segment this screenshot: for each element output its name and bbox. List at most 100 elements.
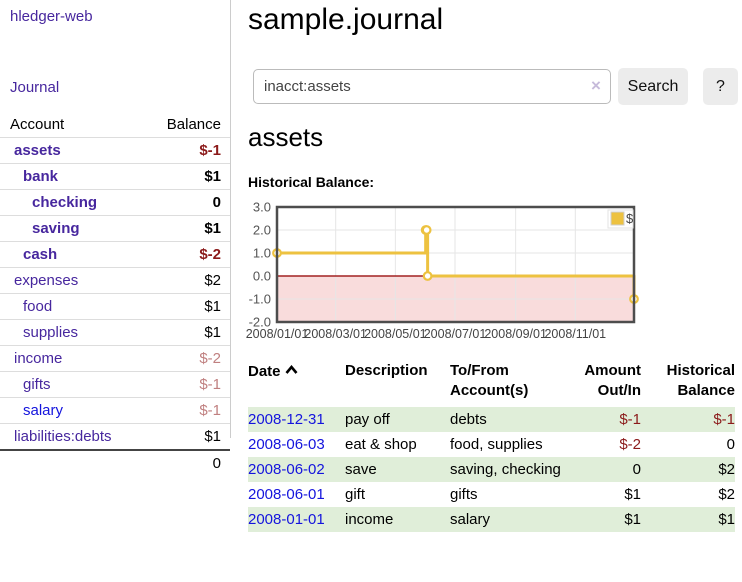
sort-ascending-icon — [285, 361, 298, 381]
account-balance: $1 — [146, 215, 230, 242]
col-amount: Amount Out/In — [584, 362, 641, 399]
account-link[interactable]: saving — [32, 220, 80, 237]
historical-balance-chart: $3.0 2.0 1.0 0.0 -1.0 -2.0 2008/01/01 2008/03/0… — [240, 198, 742, 350]
account-row: bank $1 — [0, 163, 230, 190]
transaction-balance: $2 — [718, 486, 735, 503]
account-balance: 0 — [146, 189, 230, 216]
account-link[interactable]: liabilities:debts — [14, 428, 112, 445]
page-title: sample.journal — [248, 3, 444, 36]
account-balance: $1 — [146, 163, 230, 190]
svg-text:2008/07/01: 2008/07/01 — [424, 327, 487, 341]
svg-text:$: $ — [626, 211, 634, 226]
account-link[interactable]: salary — [23, 402, 64, 419]
transaction-date-link[interactable]: 2008-12-31 — [248, 411, 325, 428]
account-balance: $-1 — [146, 397, 230, 424]
account-balance: $1 — [146, 423, 230, 450]
account-link[interactable]: assets — [14, 142, 61, 159]
accounts-header-account: Account — [10, 116, 65, 133]
account-balance: $2 — [146, 267, 230, 294]
transaction-accounts: debts — [450, 407, 565, 432]
sidebar-item-journal[interactable]: Journal — [10, 79, 60, 96]
transaction-amount: $-1 — [565, 407, 641, 432]
svg-text:-1.0: -1.0 — [249, 292, 271, 307]
main-content: sample.journal — [248, 0, 742, 37]
transaction-accounts: food, supplies — [450, 436, 543, 453]
app-brand-link[interactable]: hledger-web — [10, 8, 93, 25]
account-balance: $-2 — [146, 241, 230, 268]
transaction-row[interactable]: 2008-06-01 gift gifts $1 $2 — [248, 482, 735, 507]
svg-text:2.0: 2.0 — [253, 223, 271, 238]
account-link[interactable]: expenses — [14, 272, 79, 289]
transaction-description: pay off — [345, 407, 450, 432]
transaction-description: gift — [345, 486, 366, 503]
transaction-balance: 0 — [726, 436, 735, 453]
transaction-accounts: salary — [450, 507, 565, 532]
svg-text:2008/01/01: 2008/01/01 — [246, 327, 309, 341]
svg-text:2008/03/01: 2008/03/01 — [304, 327, 367, 341]
transaction-date-link[interactable]: 2008-06-02 — [248, 461, 325, 478]
chart-canvas: $3.0 2.0 1.0 0.0 -1.0 -2.02008/01/012008/03/0… — [246, 200, 639, 341]
transaction-row[interactable]: 2008-06-02 save saving, checking 0 $2 — [248, 457, 735, 482]
transaction-balance: $1 — [641, 507, 735, 532]
transaction-description: income — [345, 507, 450, 532]
account-balance: $-2 — [146, 345, 230, 372]
search-button[interactable]: Search — [618, 68, 688, 105]
account-row: checking 0 — [0, 189, 230, 216]
account-row: income $-2 — [0, 345, 230, 372]
accounts-total-row: 0 — [0, 449, 230, 476]
account-link[interactable]: income — [14, 350, 63, 367]
account-row: assets $-1 — [0, 137, 230, 164]
search-bar: × Search ? — [248, 68, 742, 105]
account-row: gifts $-1 — [0, 371, 230, 398]
transaction-accounts: saving, checking — [450, 457, 565, 482]
transaction-balance: $-1 — [641, 407, 735, 432]
svg-text:3.0: 3.0 — [253, 200, 271, 215]
accounts-header-row: Account Balance — [0, 112, 230, 138]
col-description: Description — [345, 362, 428, 379]
accounts-total-value: 0 — [146, 449, 230, 476]
transaction-row[interactable]: 2008-06-03 eat & shop food, supplies $-2… — [248, 432, 735, 457]
clear-search-icon[interactable]: × — [591, 76, 601, 95]
sidebar: hledger-web Journal Account Balance asse… — [0, 0, 231, 476]
transaction-amount: 0 — [565, 457, 641, 482]
account-balance: $-1 — [146, 371, 230, 398]
chart-label: Historical Balance: — [248, 174, 375, 190]
account-row: supplies $1 — [0, 319, 230, 346]
transaction-amount: $-2 — [619, 436, 641, 453]
transaction-balance: $2 — [641, 457, 735, 482]
transaction-amount: $1 — [565, 507, 641, 532]
account-link[interactable]: checking — [32, 194, 98, 211]
col-balance: Historical Balance — [666, 362, 735, 399]
col-date[interactable]: Date — [248, 358, 345, 407]
account-row: cash $-2 — [0, 241, 230, 268]
transaction-date-link[interactable]: 2008-06-03 — [248, 436, 325, 453]
svg-text:0.0: 0.0 — [253, 269, 271, 284]
transaction-accounts: gifts — [450, 486, 478, 503]
accounts-header-balance: Balance — [166, 116, 221, 133]
transaction-description: save — [345, 457, 450, 482]
account-row: expenses $2 — [0, 267, 230, 294]
account-row: food $1 — [0, 293, 230, 320]
account-balance: $1 — [146, 293, 230, 320]
transactions-table: Date Description To/From Account(s) Amou… — [248, 358, 735, 532]
account-row: liabilities:debts $1 — [0, 423, 230, 450]
help-button[interactable]: ? — [703, 68, 738, 105]
transaction-date-link[interactable]: 2008-01-01 — [248, 511, 325, 528]
account-link[interactable]: supplies — [23, 324, 79, 341]
transaction-row[interactable]: 2008-12-31 pay off debts $-1 $-1 — [248, 407, 735, 432]
transaction-date-link[interactable]: 2008-06-01 — [248, 486, 325, 503]
transaction-row[interactable]: 2008-01-01 income salary $1 $1 — [248, 507, 735, 532]
account-balance: $-1 — [146, 137, 230, 164]
search-input[interactable] — [253, 69, 611, 104]
account-link[interactable]: cash — [23, 246, 58, 263]
account-row: salary $-1 — [0, 397, 230, 424]
account-balance: $1 — [146, 319, 230, 346]
account-link[interactable]: bank — [23, 168, 59, 185]
account-row: saving $1 — [0, 215, 230, 242]
col-tofrom: To/From Account(s) — [450, 362, 529, 399]
account-link[interactable]: gifts — [23, 376, 51, 393]
account-link[interactable]: food — [23, 298, 53, 315]
accounts-table: Account Balance assets $-1 bank $1 check… — [0, 112, 230, 476]
svg-text:1.0: 1.0 — [253, 246, 271, 261]
svg-text:-2.0: -2.0 — [249, 315, 271, 330]
